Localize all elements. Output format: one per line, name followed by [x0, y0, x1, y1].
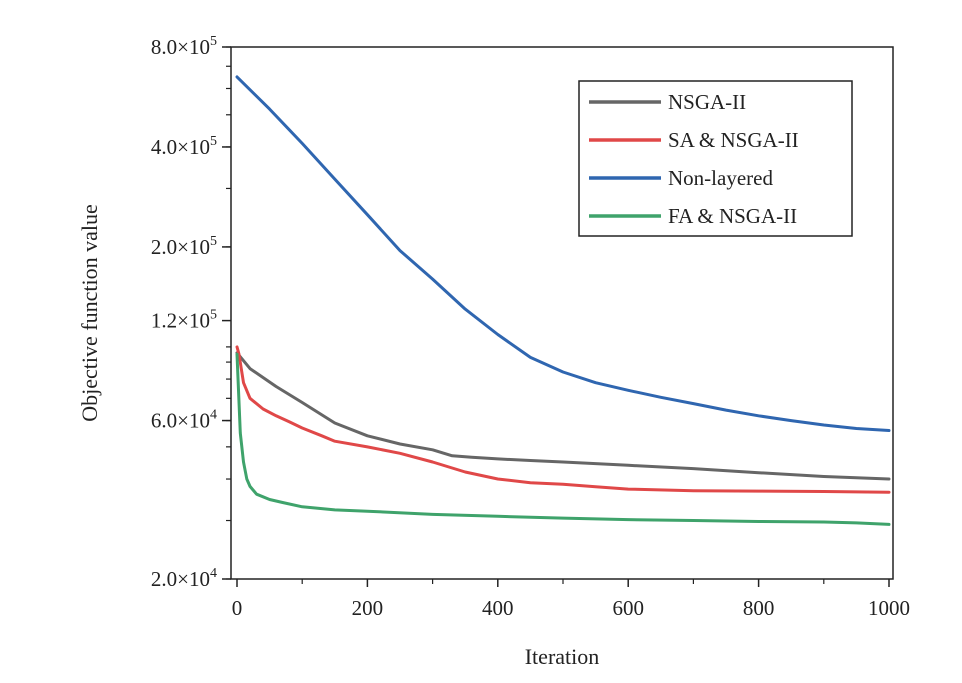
series-layer: [235, 75, 891, 526]
legend: NSGA-II SA & NSGA-II Non-layered FA & NSGA-…: [578, 80, 853, 237]
legend-box: [578, 80, 853, 237]
x-tick-label: 200: [352, 596, 384, 620]
x-axis-label: Iteration: [525, 644, 600, 669]
legend-label-sa-nsga-ii: SA & NSGA-II: [668, 128, 799, 152]
plot-frame: [230, 46, 894, 580]
x-tick-label: 400: [482, 596, 514, 620]
legend-label-fa-nsga-ii: FA & NSGA-II: [668, 204, 797, 228]
tick-labels: 0 200 400 600 800 1000 2.0×104 6.0×104 1.2×105 2.…: [151, 34, 910, 620]
y-tick-label: 1.2×105: [151, 308, 217, 333]
x-tick-label: 800: [743, 596, 775, 620]
x-tick-label: 600: [612, 596, 644, 620]
y-tick-label: 8.0×105: [151, 34, 217, 59]
y-tick-label: 2.0×105: [151, 234, 217, 259]
legend-label-nsga-ii: NSGA-II: [668, 90, 746, 114]
series-line-sa-nsga-ii: [235, 345, 891, 494]
series-line-fa-nsga-ii: [235, 352, 891, 526]
x-tick-label: 1000: [868, 596, 910, 620]
y-tick-label: 6.0×104: [151, 408, 217, 433]
y-tick-label: 2.0×104: [151, 566, 217, 591]
series-line-nsga-ii: [235, 351, 891, 481]
series-line-non-layered: [235, 75, 891, 432]
y-axis-label: Objective function value: [77, 204, 102, 421]
legend-label-non-layered: Non-layered: [668, 166, 773, 190]
y-tick-label: 4.0×105: [151, 134, 217, 159]
x-tick-label: 0: [232, 596, 243, 620]
ticks-layer: [222, 46, 890, 587]
